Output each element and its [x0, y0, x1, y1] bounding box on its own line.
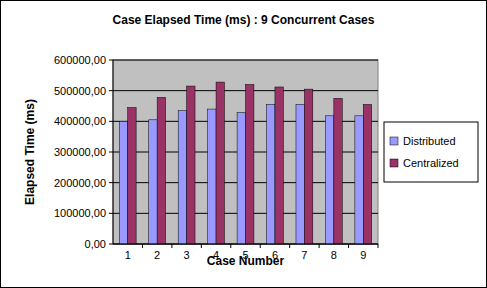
x-tick-label: 8	[331, 249, 337, 261]
bar	[275, 87, 283, 244]
x-tick	[171, 244, 172, 248]
x-axis-label: Case Number	[207, 254, 285, 268]
bar	[157, 97, 165, 244]
legend-label: Distributed	[403, 135, 456, 147]
legend-box	[384, 122, 478, 182]
chart: Case Elapsed Time (ms) : 9 Concurrent Ca…	[0, 0, 487, 288]
y-tick	[109, 244, 113, 245]
x-tick	[289, 244, 290, 248]
bar	[325, 116, 333, 244]
x-axis	[113, 244, 378, 245]
title: Case Elapsed Time (ms) : 9 Concurrent Ca…	[113, 13, 375, 27]
y-axis-label: Elapsed Time (ms)	[23, 99, 37, 205]
x-tick	[319, 244, 320, 248]
x-tick-label: 1	[125, 249, 131, 261]
x-tick	[230, 244, 231, 248]
bars	[119, 82, 371, 244]
bar	[334, 98, 342, 244]
y-tick	[109, 213, 113, 214]
y-tick	[109, 121, 113, 122]
x-tick	[201, 244, 202, 248]
bar	[208, 109, 216, 244]
legend-label: Centralized	[403, 157, 459, 169]
x-tick	[142, 244, 143, 248]
x-tick-label: 9	[360, 249, 366, 261]
y-tick-label: 300000,00	[54, 146, 106, 158]
y-tick-label: 400000,00	[54, 115, 106, 127]
bar	[178, 111, 186, 244]
x-tick-label: 2	[154, 249, 160, 261]
grid-line	[113, 60, 378, 61]
y-tick-label: 600000,00	[54, 54, 106, 66]
chart-border	[1, 1, 487, 288]
y-tick-label: 100000,00	[54, 207, 106, 219]
y-tick	[109, 152, 113, 153]
legend-swatch	[390, 159, 398, 167]
bar	[149, 120, 157, 244]
bar	[237, 113, 245, 244]
bar	[246, 85, 254, 244]
legend-swatch	[390, 137, 398, 145]
y-tick-label: 0,00	[85, 238, 106, 250]
y-tick	[109, 90, 113, 91]
grid-line	[113, 244, 378, 245]
bar	[363, 104, 371, 244]
x-tick	[378, 244, 379, 248]
bar	[216, 82, 224, 244]
x-tick	[348, 244, 349, 248]
y-axis	[113, 60, 114, 244]
y-tick	[109, 60, 113, 61]
x-tick-label: 3	[184, 249, 190, 261]
bar	[187, 86, 195, 244]
bar	[296, 104, 304, 244]
y-tick	[109, 182, 113, 183]
bar	[355, 116, 363, 244]
y-tick-label: 500000,00	[54, 85, 106, 97]
bar	[304, 89, 312, 244]
x-tick-label: 7	[301, 249, 307, 261]
bar	[267, 104, 275, 244]
x-tick	[260, 244, 261, 248]
y-tick-label: 200000,00	[54, 177, 106, 189]
bar	[119, 121, 127, 244]
bar	[128, 108, 136, 244]
plot-area	[113, 60, 378, 244]
